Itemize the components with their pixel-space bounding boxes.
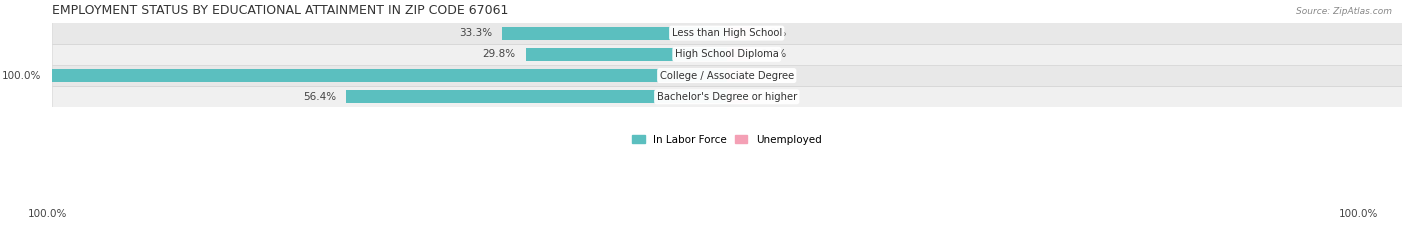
Text: 0.0%: 0.0% [761,71,787,81]
Bar [502,27,727,40]
Text: 100.0%: 100.0% [28,209,67,219]
Bar [727,48,751,61]
Bar [52,44,1402,65]
Bar [346,90,727,103]
Bar [52,65,1402,86]
Bar [727,90,751,103]
Bar [52,69,727,82]
Text: 29.8%: 29.8% [482,49,516,59]
Bar [526,48,727,61]
Text: EMPLOYMENT STATUS BY EDUCATIONAL ATTAINMENT IN ZIP CODE 67061: EMPLOYMENT STATUS BY EDUCATIONAL ATTAINM… [52,4,508,17]
Text: College / Associate Degree: College / Associate Degree [659,71,794,81]
Text: 33.3%: 33.3% [458,28,492,38]
Bar [727,69,751,82]
Text: Source: ZipAtlas.com: Source: ZipAtlas.com [1296,7,1392,16]
Text: 0.0%: 0.0% [761,28,787,38]
Text: Bachelor's Degree or higher: Bachelor's Degree or higher [657,92,797,102]
Legend: In Labor Force, Unemployed: In Labor Force, Unemployed [628,130,825,149]
Bar [727,27,751,40]
Text: Less than High School: Less than High School [672,28,782,38]
Bar [52,86,1402,107]
Text: High School Diploma: High School Diploma [675,49,779,59]
Text: 100.0%: 100.0% [1339,209,1378,219]
Bar [52,23,1402,44]
Text: 100.0%: 100.0% [3,71,42,81]
Text: 0.0%: 0.0% [761,49,787,59]
Text: 56.4%: 56.4% [302,92,336,102]
Text: 0.0%: 0.0% [761,92,787,102]
